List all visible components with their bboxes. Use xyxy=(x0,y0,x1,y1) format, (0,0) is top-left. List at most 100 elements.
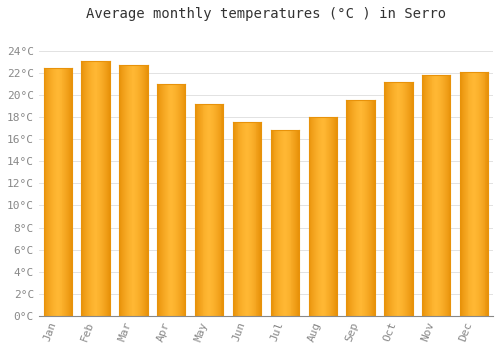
Bar xyxy=(49,68,50,316)
Bar xyxy=(179,84,180,316)
Bar xyxy=(426,75,427,316)
Bar xyxy=(308,117,310,316)
Bar xyxy=(484,72,486,316)
Bar xyxy=(443,75,444,316)
Bar xyxy=(367,100,368,316)
Bar xyxy=(362,100,364,316)
Bar xyxy=(94,61,96,316)
Bar xyxy=(195,104,196,316)
Bar xyxy=(448,75,450,316)
Bar xyxy=(294,131,296,316)
Bar xyxy=(215,104,216,316)
Bar xyxy=(386,82,387,316)
Bar xyxy=(335,117,336,316)
Bar xyxy=(158,84,159,316)
Bar xyxy=(127,65,128,316)
Bar xyxy=(178,84,179,316)
Bar xyxy=(326,117,328,316)
Bar xyxy=(132,65,134,316)
Bar xyxy=(139,65,140,316)
Bar xyxy=(279,131,280,316)
Bar xyxy=(486,72,488,316)
Bar xyxy=(172,84,173,316)
Bar xyxy=(212,104,213,316)
Bar xyxy=(372,100,373,316)
Bar xyxy=(52,68,53,316)
Bar xyxy=(244,122,245,316)
Bar xyxy=(92,61,94,316)
Bar xyxy=(71,68,72,316)
Bar xyxy=(436,75,437,316)
Bar xyxy=(384,82,385,316)
Bar xyxy=(355,100,356,316)
Bar xyxy=(86,61,87,316)
Bar xyxy=(423,75,424,316)
Bar xyxy=(144,65,145,316)
Bar xyxy=(409,82,410,316)
Bar xyxy=(50,68,51,316)
Bar xyxy=(119,65,120,316)
Bar xyxy=(58,68,59,316)
Bar xyxy=(316,117,317,316)
Bar xyxy=(256,122,258,316)
Bar xyxy=(370,100,371,316)
Bar xyxy=(353,100,354,316)
Bar xyxy=(246,122,247,316)
Bar xyxy=(400,82,402,316)
Bar xyxy=(234,122,236,316)
Bar xyxy=(394,82,396,316)
Bar xyxy=(210,104,211,316)
Bar xyxy=(410,82,412,316)
Bar xyxy=(184,84,186,316)
Bar xyxy=(285,131,286,316)
Bar xyxy=(238,122,240,316)
Bar xyxy=(250,122,251,316)
Bar xyxy=(170,84,172,316)
Bar xyxy=(366,100,367,316)
Bar xyxy=(176,84,177,316)
Bar xyxy=(438,75,439,316)
Bar xyxy=(198,104,200,316)
Bar xyxy=(236,122,238,316)
Bar xyxy=(138,65,139,316)
Bar xyxy=(173,84,174,316)
Bar xyxy=(200,104,202,316)
Bar xyxy=(177,84,178,316)
Bar xyxy=(233,122,234,316)
Bar xyxy=(98,61,100,316)
Bar xyxy=(136,65,137,316)
Bar xyxy=(348,100,349,316)
Bar xyxy=(331,117,332,316)
Bar xyxy=(96,61,98,316)
Bar xyxy=(364,100,366,316)
Bar xyxy=(222,104,224,316)
Bar xyxy=(472,72,473,316)
Bar xyxy=(320,117,321,316)
Bar xyxy=(102,61,103,316)
Bar xyxy=(374,100,375,316)
Bar xyxy=(105,61,106,316)
Bar xyxy=(479,72,480,316)
Bar xyxy=(53,68,54,316)
Bar xyxy=(330,117,331,316)
Bar xyxy=(430,75,432,316)
Bar xyxy=(68,68,69,316)
Bar xyxy=(258,122,260,316)
Bar xyxy=(104,61,105,316)
Bar xyxy=(140,65,141,316)
Bar xyxy=(282,131,283,316)
Bar xyxy=(440,75,441,316)
Bar xyxy=(333,117,334,316)
Bar xyxy=(476,72,477,316)
Bar xyxy=(358,100,360,316)
Bar xyxy=(216,104,218,316)
Bar xyxy=(242,122,243,316)
Bar xyxy=(196,104,197,316)
Bar xyxy=(88,61,89,316)
Bar xyxy=(369,100,370,316)
Bar xyxy=(272,131,274,316)
Bar xyxy=(368,100,369,316)
Bar xyxy=(82,61,84,316)
Bar xyxy=(336,117,337,316)
Bar xyxy=(248,122,249,316)
